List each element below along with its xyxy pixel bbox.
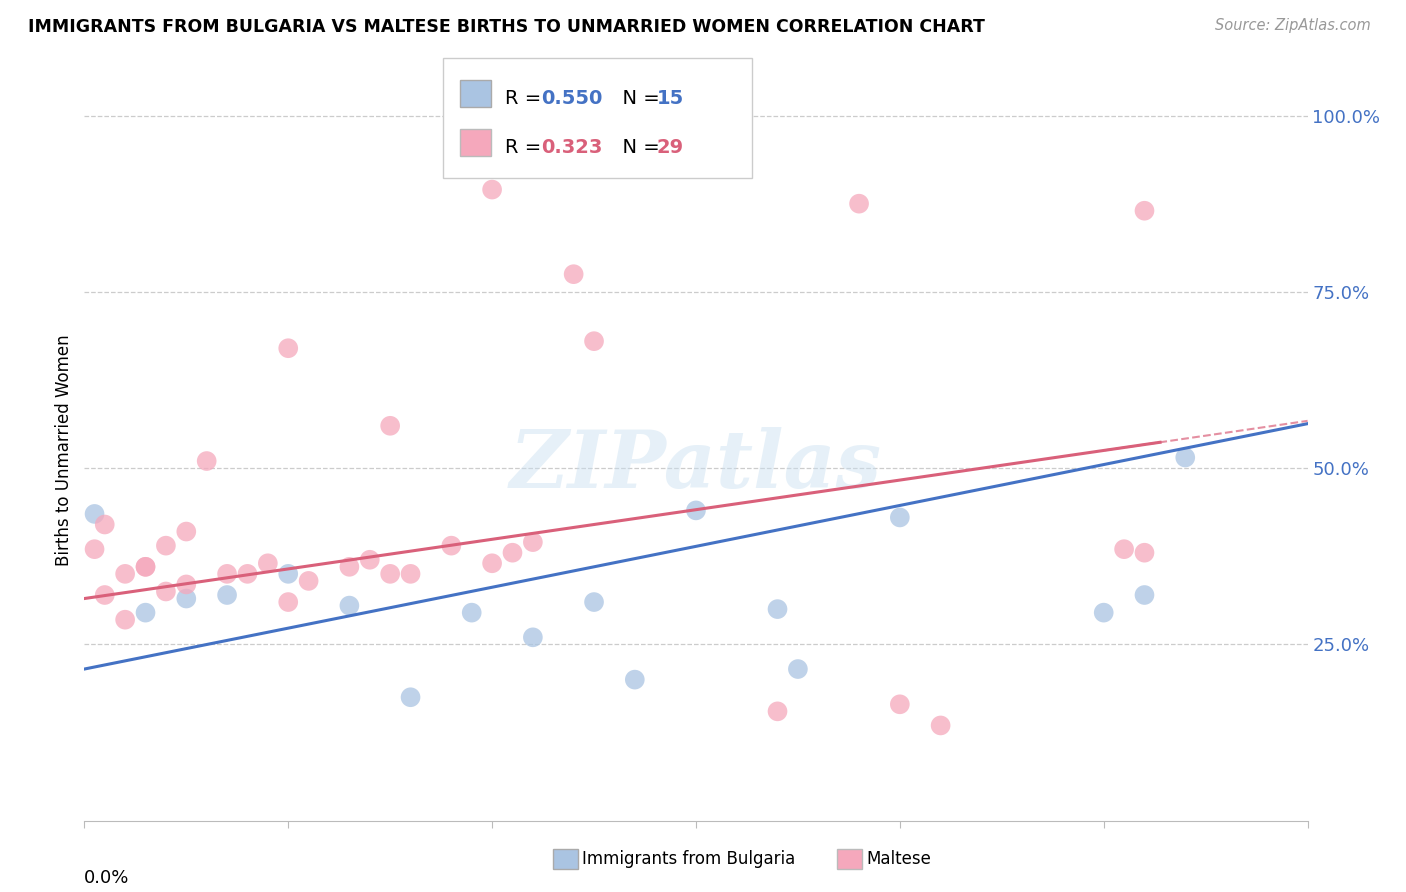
Point: [1133, 588, 1156, 602]
Point: [685, 503, 707, 517]
Text: 29: 29: [657, 138, 683, 157]
Point: [155, 539, 177, 553]
Point: [766, 602, 789, 616]
Point: [889, 698, 911, 712]
Point: [380, 418, 402, 433]
Point: [1092, 606, 1115, 620]
Point: [380, 566, 402, 581]
Point: [583, 595, 606, 609]
Point: [1114, 542, 1136, 557]
Point: [135, 559, 157, 574]
Point: [195, 454, 218, 468]
Point: [766, 704, 789, 718]
Point: [848, 196, 870, 211]
Point: [176, 591, 198, 606]
Point: [236, 566, 259, 581]
Point: [83, 542, 105, 557]
Point: [1133, 203, 1156, 218]
Text: Maltese: Maltese: [866, 850, 931, 868]
Point: [787, 662, 810, 676]
Point: [1174, 450, 1197, 465]
Point: [176, 577, 198, 591]
Point: [359, 553, 381, 567]
Text: 15: 15: [657, 89, 683, 108]
Point: [929, 718, 952, 732]
Point: [339, 599, 361, 613]
Point: [114, 613, 136, 627]
Point: [83, 507, 105, 521]
Point: [277, 341, 299, 355]
Point: [562, 267, 585, 281]
Text: Immigrants from Bulgaria: Immigrants from Bulgaria: [582, 850, 796, 868]
Point: [114, 566, 136, 581]
Text: IMMIGRANTS FROM BULGARIA VS MALTESE BIRTHS TO UNMARRIED WOMEN CORRELATION CHART: IMMIGRANTS FROM BULGARIA VS MALTESE BIRT…: [28, 18, 986, 36]
Point: [277, 595, 299, 609]
Point: [522, 630, 544, 644]
Point: [440, 539, 463, 553]
Text: 0.0%: 0.0%: [84, 869, 129, 887]
Point: [176, 524, 198, 539]
Point: [481, 183, 503, 197]
Text: N =: N =: [610, 138, 666, 157]
Point: [583, 334, 606, 348]
Point: [257, 556, 280, 570]
Point: [522, 535, 544, 549]
Point: [889, 510, 911, 524]
Point: [93, 588, 117, 602]
Point: [217, 588, 239, 602]
Point: [217, 566, 239, 581]
Point: [399, 690, 422, 705]
Point: [502, 546, 524, 560]
Point: [1133, 546, 1156, 560]
Text: Source: ZipAtlas.com: Source: ZipAtlas.com: [1215, 18, 1371, 33]
Text: ZIPatlas: ZIPatlas: [510, 426, 882, 504]
Point: [277, 566, 299, 581]
Point: [135, 606, 157, 620]
Point: [135, 559, 157, 574]
Point: [298, 574, 321, 588]
Text: 0.323: 0.323: [541, 138, 603, 157]
Point: [339, 559, 361, 574]
Point: [461, 606, 484, 620]
Point: [481, 556, 503, 570]
Text: R =: R =: [505, 89, 547, 108]
Point: [155, 584, 177, 599]
Text: N =: N =: [610, 89, 666, 108]
Point: [93, 517, 117, 532]
Text: 0.550: 0.550: [541, 89, 603, 108]
Point: [624, 673, 647, 687]
Y-axis label: Births to Unmarried Women: Births to Unmarried Women: [55, 334, 73, 566]
Text: R =: R =: [505, 138, 547, 157]
Point: [399, 566, 422, 581]
